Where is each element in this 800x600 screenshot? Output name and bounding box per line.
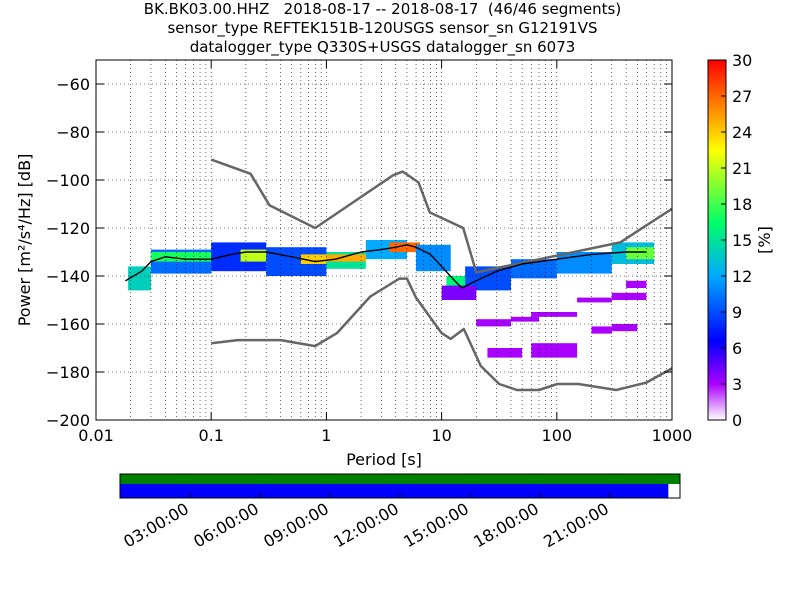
colorbar-tick-label: 24 [732, 123, 752, 142]
y-tick-label: −100 [46, 171, 90, 190]
density-cell [611, 292, 647, 300]
series-high-noise-model [210, 158, 672, 274]
x-tick-label: 0.1 [198, 426, 223, 445]
density-cell [591, 326, 612, 334]
y-tick-label: −160 [46, 315, 90, 334]
timeline-tick-label: 06:00:00 [190, 499, 262, 551]
noise-model-curves [125, 158, 672, 392]
density-cell [510, 316, 539, 322]
colorbar-tick-label: 21 [732, 159, 752, 178]
y-tick-label: −180 [46, 363, 90, 382]
used-coverage-bar [120, 484, 669, 498]
density-cell [441, 285, 477, 300]
title-line-3: datalogger_type Q330S+USGS datalogger_sn… [189, 38, 576, 56]
colorbar-tick-label: 12 [732, 267, 752, 286]
colorbar-ticks: 0 3 6 9 12 15 18 21 24 27 30 [721, 51, 752, 430]
y-tick-label: −140 [46, 267, 90, 286]
y-axis: −60 −80 −100 −120 −140 −160 −180 −200 [46, 75, 672, 430]
density-cell [476, 319, 511, 327]
x-tick-label: 10 [431, 426, 451, 445]
colorbar-tick-label: 9 [732, 303, 742, 322]
density-cell [626, 247, 655, 260]
density-cell [611, 324, 638, 332]
density-cell [577, 297, 612, 303]
colorbar-tick-label: 30 [732, 51, 752, 70]
data-coverage-bar [120, 474, 680, 484]
colorbar-tick-label: 6 [732, 339, 742, 358]
y-tick-label: −60 [56, 75, 90, 94]
density-cell [531, 312, 578, 317]
grid [95, 60, 672, 421]
density-cell [626, 280, 647, 288]
colorbar-tick-label: 15 [732, 231, 752, 250]
x-axis: 0.01 0.1 1 10 100 1000 [78, 60, 692, 445]
density-cell [128, 266, 151, 291]
x-tick-label: 1 [321, 426, 331, 445]
x-tick-label: 1000 [652, 426, 693, 445]
y-tick-label: −80 [56, 123, 90, 142]
x-tick-label: 0.01 [78, 426, 114, 445]
density-cell [487, 348, 523, 358]
plot-frame [95, 59, 673, 421]
density-cell [531, 343, 578, 358]
density-cell [389, 242, 421, 252]
timeline-tick-label: 15:00:00 [400, 499, 472, 551]
chart-title: BK.BK03.00.HHZ 2018-08-17 -- 2018-08-17 … [0, 0, 765, 57]
timeline: 03:00:0006:00:0009:00:0012:00:0015:00:00… [119, 473, 681, 551]
y-tick-label: −200 [46, 411, 90, 430]
timeline-tick-label: 18:00:00 [470, 499, 542, 551]
title-line-1: BK.BK03.00.HHZ 2018-08-17 -- 2018-08-17 … [143, 0, 622, 18]
x-axis-label: Period [s] [346, 450, 422, 469]
colorbar-tick-label: 18 [732, 195, 752, 214]
colorbar-tick-label: 3 [732, 375, 742, 394]
density-cell [150, 252, 212, 262]
density-cell [300, 254, 327, 264]
y-axis-label: Power [m²/s⁴/Hz] [dB] [15, 154, 34, 327]
y-tick-label: −120 [46, 219, 90, 238]
title-line-2: sensor_type REFTEK151B-120USGS sensor_sn… [167, 19, 598, 37]
density-cells [128, 240, 655, 358]
density-cell [326, 254, 366, 262]
series-mode [125, 244, 647, 289]
colorbar-tick-label: 27 [732, 87, 752, 106]
timeline-tick-label: 03:00:00 [120, 499, 192, 551]
colorbar-tick-label: 0 [732, 411, 742, 430]
timeline-tick-label: 21:00:00 [540, 499, 612, 551]
series-low-noise-model [211, 277, 672, 392]
colorbar-label: [%] [755, 226, 774, 254]
timeline-tick-label: 12:00:00 [330, 499, 402, 551]
timeline-tick-label: 09:00:00 [260, 499, 332, 551]
x-tick-label: 100 [542, 426, 573, 445]
